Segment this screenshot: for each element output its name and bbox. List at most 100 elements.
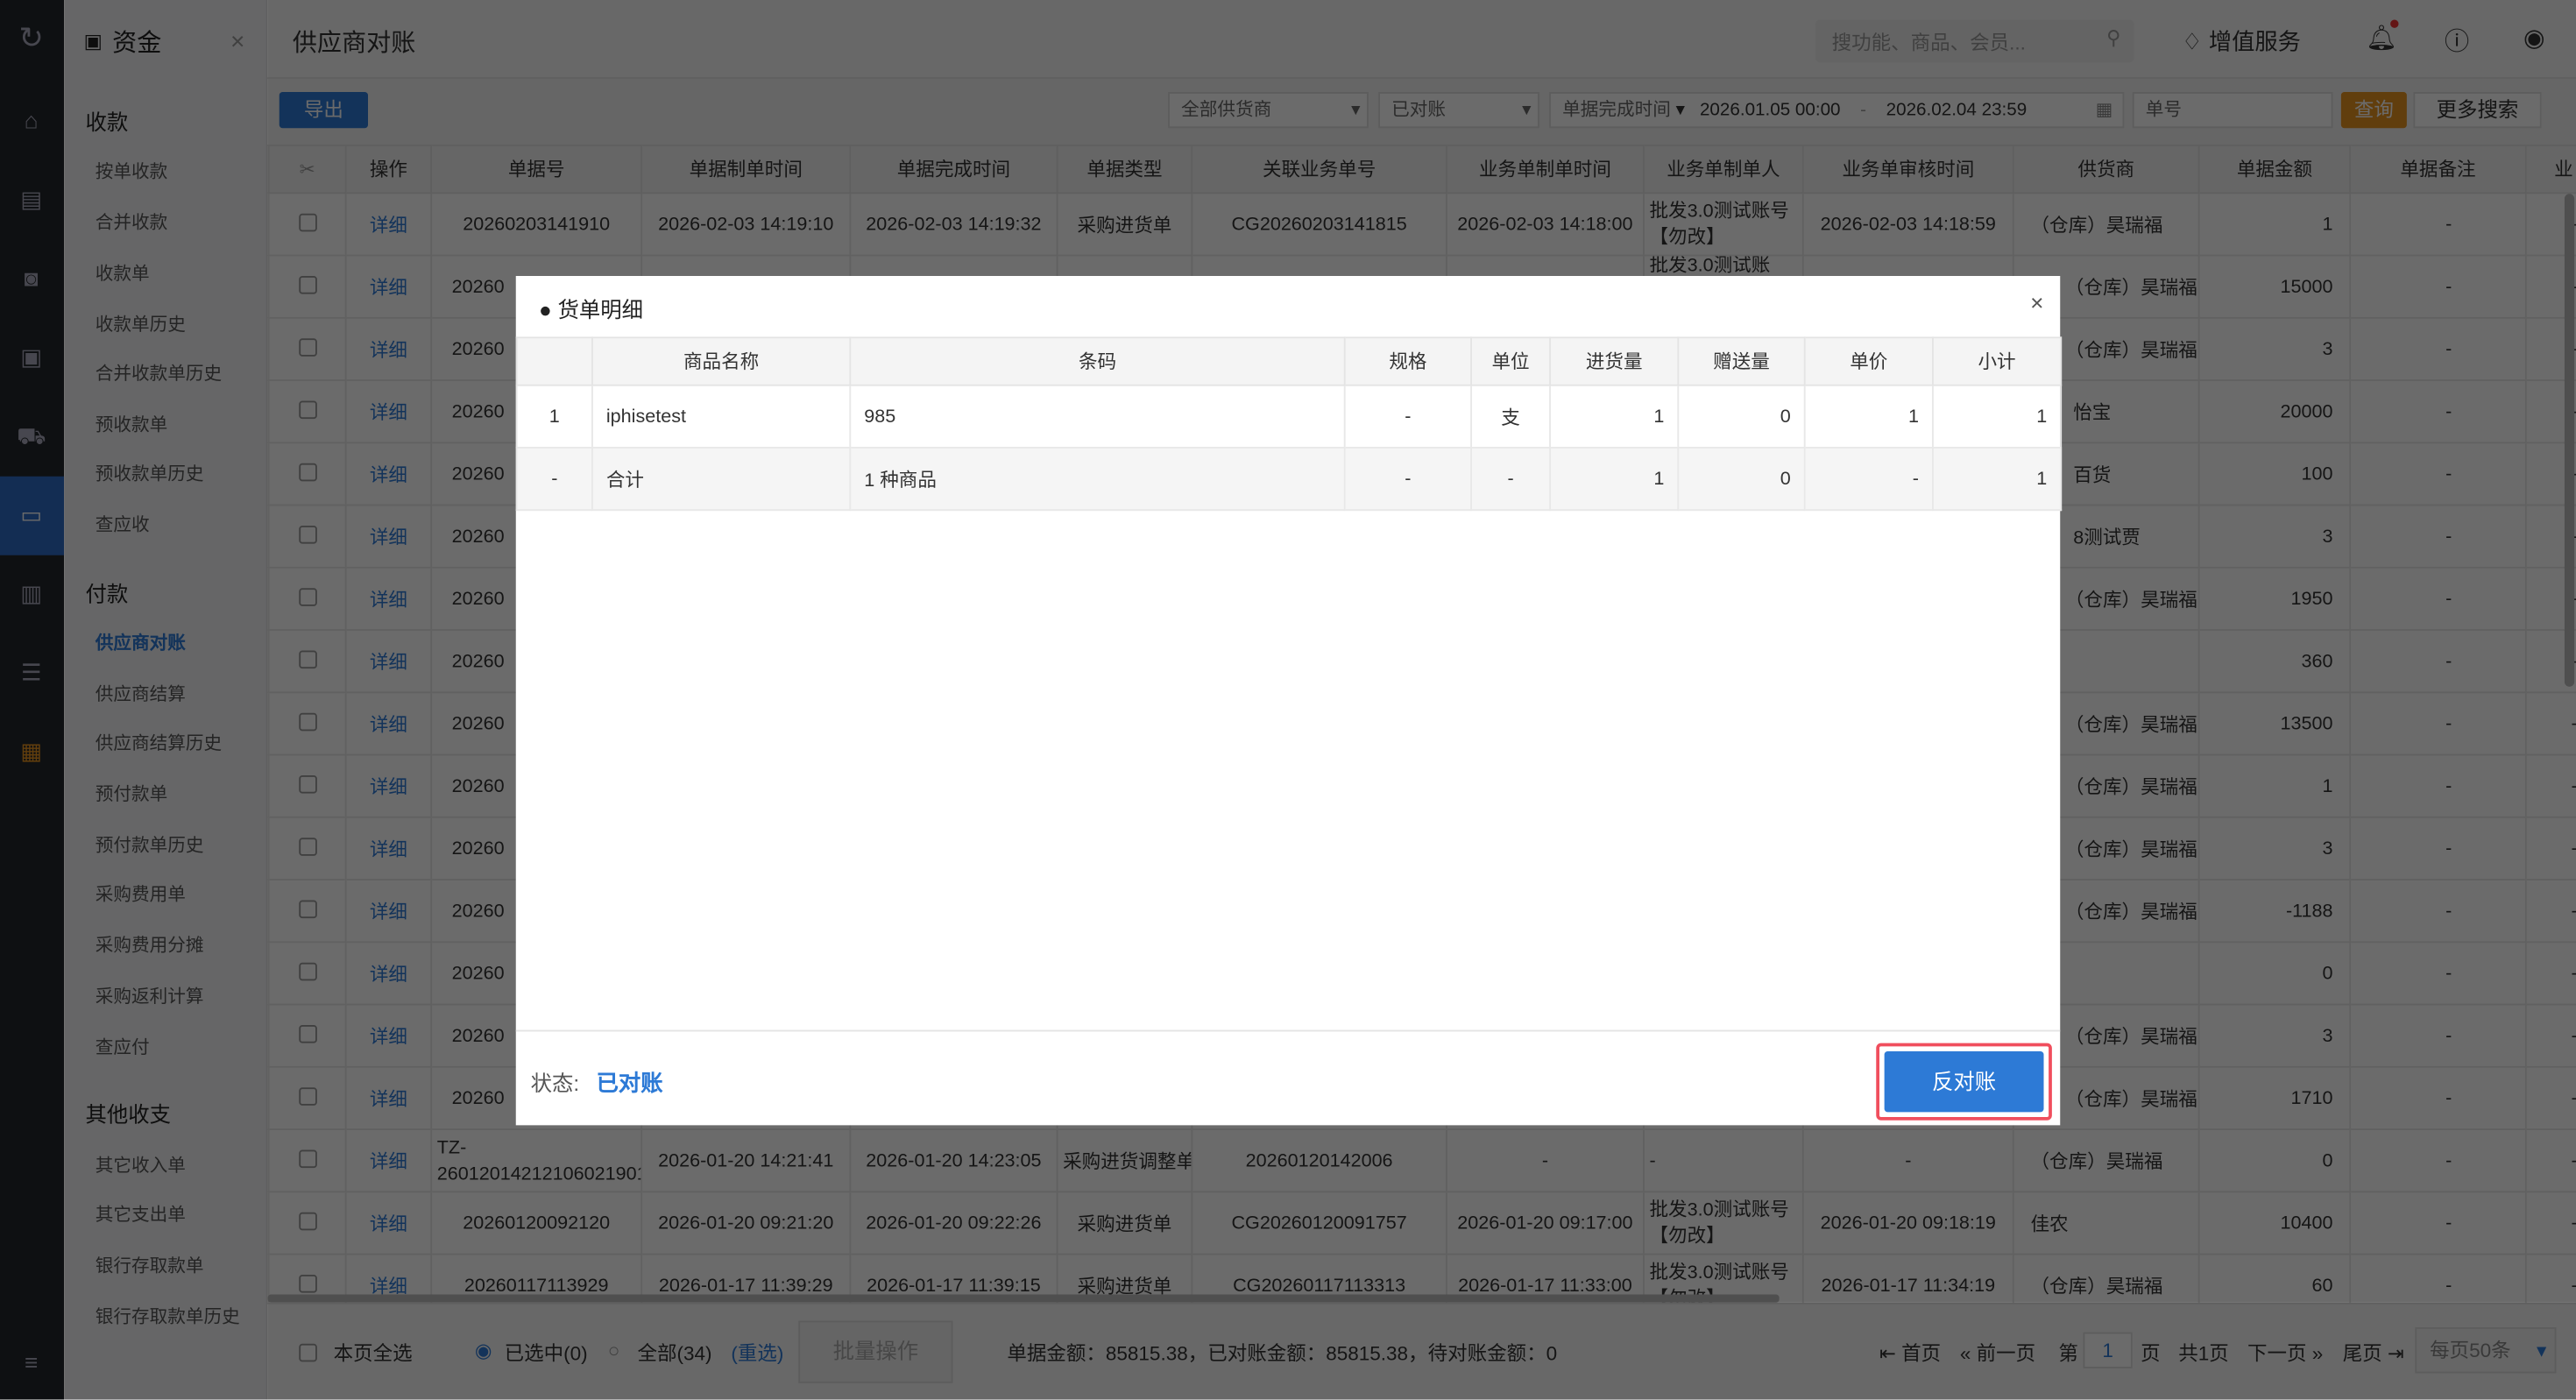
horizontal-scrollbar[interactable] [267,1294,1780,1303]
sidebar-item[interactable]: 采购费用分摊 [95,936,204,957]
row-checkbox[interactable] [298,1086,316,1105]
batch-operation-button[interactable]: 批量操作 [798,1320,953,1383]
next-page-button[interactable]: 下一页 » [2247,1341,2324,1366]
row-checkbox[interactable] [298,462,316,481]
detail-link[interactable]: 详细 [344,442,433,506]
row-checkbox-cell[interactable] [267,941,347,1006]
detail-link[interactable]: 详细 [344,1065,433,1130]
row-checkbox[interactable] [298,899,316,918]
row-checkbox-cell[interactable] [267,816,347,880]
sidebar-item[interactable]: 预付款单 [95,785,168,805]
row-checkbox-cell[interactable] [267,1003,347,1068]
detail-link[interactable]: 详细 [344,816,433,880]
row-checkbox[interactable] [298,587,316,605]
status-select[interactable]: 已对账 ▾ [1378,92,1539,129]
selected-radio-icon[interactable]: ◉ [474,1339,492,1362]
detail-link[interactable]: 详细 [344,254,433,319]
detail-link[interactable]: 详细 [344,504,433,569]
row-checkbox-cell[interactable] [267,753,347,818]
sidebar-item[interactable]: 银行存取款单历史 [95,1307,240,1328]
row-checkbox[interactable] [298,1149,316,1168]
sidebar-item[interactable]: 采购返利计算 [95,986,204,1008]
bell-icon[interactable]: 🔔︎ [2366,19,2399,53]
sidebar-item[interactable]: 供应商结算 [95,684,186,705]
apps-icon[interactable]: ▦ [20,737,43,764]
detail-link[interactable]: 详细 [344,941,433,1006]
sidebar-item[interactable]: 查应付 [95,1038,150,1058]
more-search-button[interactable]: 更多搜索 [2413,92,2542,129]
select-page-checkbox[interactable] [299,1343,317,1362]
detail-link[interactable]: 详细 [344,566,433,631]
goods-icon[interactable]: ▤ [20,185,43,212]
date-range-filter[interactable]: 单据完成时间 ▾ 2026.01.05 00:00 - 2026.02.04 2… [1549,92,2125,129]
first-page-button[interactable]: ⇤ 首页 [1879,1341,1942,1366]
row-checkbox[interactable] [298,711,316,731]
row-checkbox[interactable] [298,275,316,293]
row-checkbox-cell[interactable] [267,379,347,444]
sidebar-item[interactable]: 预付款单历史 [95,836,204,856]
row-checkbox-cell[interactable] [267,691,347,756]
close-module-icon[interactable]: × [230,26,245,55]
detail-link[interactable]: 详细 [344,379,433,444]
settings-sliders-icon[interactable]: ☰ [20,658,42,685]
row-checkbox[interactable] [298,961,316,980]
calendar-icon[interactable]: ▦ [2095,100,2113,120]
detail-link[interactable]: 详细 [344,753,433,818]
finance-icon[interactable]: ▭ [20,500,43,527]
column-settings-icon[interactable]: ✂ [267,145,347,194]
purchase-icon[interactable]: ▣ [20,343,43,370]
sidebar-item[interactable]: 采购费用单 [95,885,186,906]
row-checkbox-cell[interactable] [267,442,347,506]
row-checkbox[interactable] [298,337,316,356]
user-avatar-icon[interactable]: ◉ [2523,25,2545,53]
sidebar-item[interactable]: 查应收 [95,515,150,536]
sidebar-item[interactable]: 预收款单历史 [95,464,204,485]
detail-link[interactable]: 详细 [344,1003,433,1068]
vertical-scrollbar[interactable] [2564,194,2575,687]
last-page-button[interactable]: 尾页 ⇥ [2342,1341,2404,1366]
query-button[interactable]: 查询 [2340,92,2407,129]
collapse-menu-icon[interactable]: ≡ [24,1348,39,1375]
row-checkbox-cell[interactable] [267,1065,347,1130]
supplier-select[interactable]: 全部供货商 ▾ [1168,92,1369,129]
doc-no-input[interactable]: 单号 [2132,92,2333,129]
row-checkbox[interactable] [298,837,316,855]
row-checkbox-cell[interactable] [267,1191,347,1255]
reverse-reconcile-button[interactable]: 反对账 [1884,1051,2044,1113]
search-icon[interactable]: ⚲ [2106,26,2121,50]
row-checkbox-cell[interactable] [267,629,347,694]
sales-icon[interactable]: ◙ [24,264,39,291]
detail-link[interactable]: 详细 [344,691,433,756]
sidebar-item[interactable]: 预收款单 [95,415,168,435]
sidebar-item[interactable]: 按单收款 [95,162,168,183]
sidebar-item[interactable]: 合并收款单历史 [95,364,223,385]
all-radio-icon[interactable]: ○ [607,1339,620,1362]
row-checkbox[interactable] [298,649,316,668]
prev-page-button[interactable]: « 前一页 [1959,1341,2036,1366]
row-checkbox[interactable] [298,774,316,793]
detail-link[interactable]: 详细 [344,1128,433,1193]
detail-link[interactable]: 详细 [344,1191,433,1255]
sidebar-item[interactable]: 供应商结算历史 [95,734,223,754]
row-checkbox-cell[interactable] [267,504,347,569]
reselect-link[interactable]: (重选) [731,1341,784,1366]
row-checkbox[interactable] [298,212,316,231]
sidebar-item[interactable]: 收款单 [95,264,150,285]
row-checkbox[interactable] [298,399,316,419]
row-checkbox[interactable] [298,525,316,543]
sidebar-item[interactable]: 合并收款 [95,213,168,234]
detail-link[interactable]: 详细 [344,316,433,381]
close-icon[interactable]: × [2030,289,2044,315]
detail-link[interactable]: 详细 [344,629,433,694]
sidebar-item[interactable]: 供应商对账 [95,633,186,654]
sidebar-item[interactable]: 其它支出单 [95,1206,186,1226]
help-icon[interactable]: ⓘ [2445,27,2470,56]
date-to[interactable]: 2026.02.04 23:59 [1886,100,2028,120]
detail-link[interactable]: 详细 [344,879,433,944]
row-checkbox[interactable] [298,1274,316,1292]
per-page-select[interactable]: 每页50条 ▾ [2415,1327,2557,1374]
global-search-input[interactable]: 搜功能、商品、会员... ⚲ [1815,19,2134,63]
detail-link[interactable]: 详细 [344,192,433,257]
delivery-icon[interactable]: ⛟ [17,421,46,449]
row-checkbox-cell[interactable] [267,1128,347,1193]
